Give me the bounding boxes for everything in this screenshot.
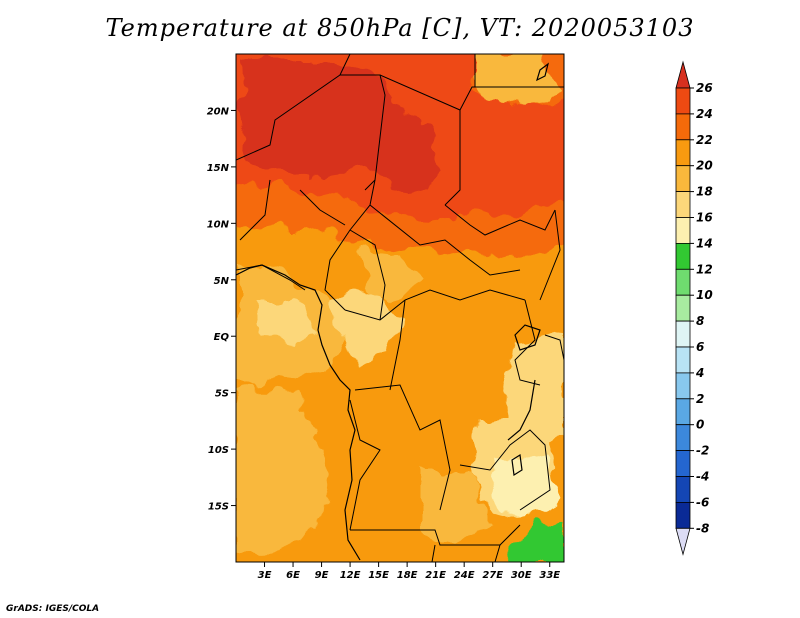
lat-tick-label: 20N [207,106,230,117]
colorbar-label: 26 [696,81,713,95]
colorbar-swatch [675,346,691,374]
lon-tick-label: 30E [511,570,532,581]
colorbar-swatch [675,320,691,348]
lat-tick-label: 15N [207,163,230,174]
colorbar-swatch [675,268,691,296]
colorbar-label: -6 [696,495,709,509]
colorbar-bottom-arrow [675,527,691,556]
lat-tick-label: 15S [208,502,229,513]
plot-frame [235,53,565,563]
colorbar-label: 20 [696,159,713,173]
colorbar-label: 6 [696,340,704,354]
colorbar-swatch [675,217,691,244]
lon-tick-label: 12E [340,570,361,581]
lon-tick-label: 3E [258,570,272,581]
colorbar-label: -4 [696,470,709,484]
colorbar-swatch [675,242,691,270]
grads-credit: GrADS: IGES/COLA [6,604,100,614]
colorbar-swatch [675,191,691,218]
lon-tick-label: 21E [425,570,446,581]
colorbar-label: 4 [695,366,704,380]
colorbar-label: 2 [696,392,704,406]
colorbar-label: 0 [696,418,704,432]
lon-tick-label: 15E [368,570,389,581]
colorbar-label: 16 [696,211,713,225]
colorbar-label: 24 [696,107,713,121]
lon-tick-label: 9E [315,570,329,581]
lat-tick-label: 10S [208,445,229,456]
temperature-field [236,54,564,562]
lat-tick-label: 5S [215,389,229,400]
colorbar-swatch [675,501,691,529]
colorbar-label: -8 [696,521,709,535]
colorbar-label: 14 [696,236,713,250]
colorbar-swatch [675,424,691,452]
lon-tick-label: 27E [482,570,503,581]
longitude-axis: 3E 6E 9E 12E 15E 18E 21E 24E 27E 30E 33E [258,562,560,581]
colorbar-swatch [675,476,691,503]
lon-tick-label: 24E [454,570,475,581]
coastlines [236,62,549,561]
lat-tick-label: EQ [214,332,230,343]
lon-tick-label: 18E [397,570,418,581]
colorbar-swatch [675,87,691,115]
colorbar-label: 22 [696,133,713,147]
lon-tick-label: 6E [286,570,300,581]
colorbar-label: 8 [696,314,704,328]
colorbar-swatch [675,165,691,192]
colorbar-label: 10 [696,288,713,302]
colorbar-swatch [675,450,691,477]
colorbar-label: -2 [696,444,709,458]
colorbar-swatch [675,113,691,141]
colorbar-swatch [675,139,691,167]
map-title: Temperature at 850hPa [C], VT: 202005310… [105,14,695,42]
colorbar-swatch [675,294,691,322]
lat-tick-label: 10N [207,219,230,230]
lat-tick-label: 5N [214,276,230,287]
colorbar-swatch [675,398,691,426]
latitude-axis: 20N 15N 10N 5N EQ 5S 10S 15S [207,106,236,513]
colorbar-label: 12 [696,262,713,276]
colorbar-swatch [675,372,691,400]
lon-tick-label: 33E [539,570,560,581]
country-boundaries [236,54,564,562]
colorbar-top-arrow [675,60,691,89]
colorbar-label: 18 [696,185,713,199]
